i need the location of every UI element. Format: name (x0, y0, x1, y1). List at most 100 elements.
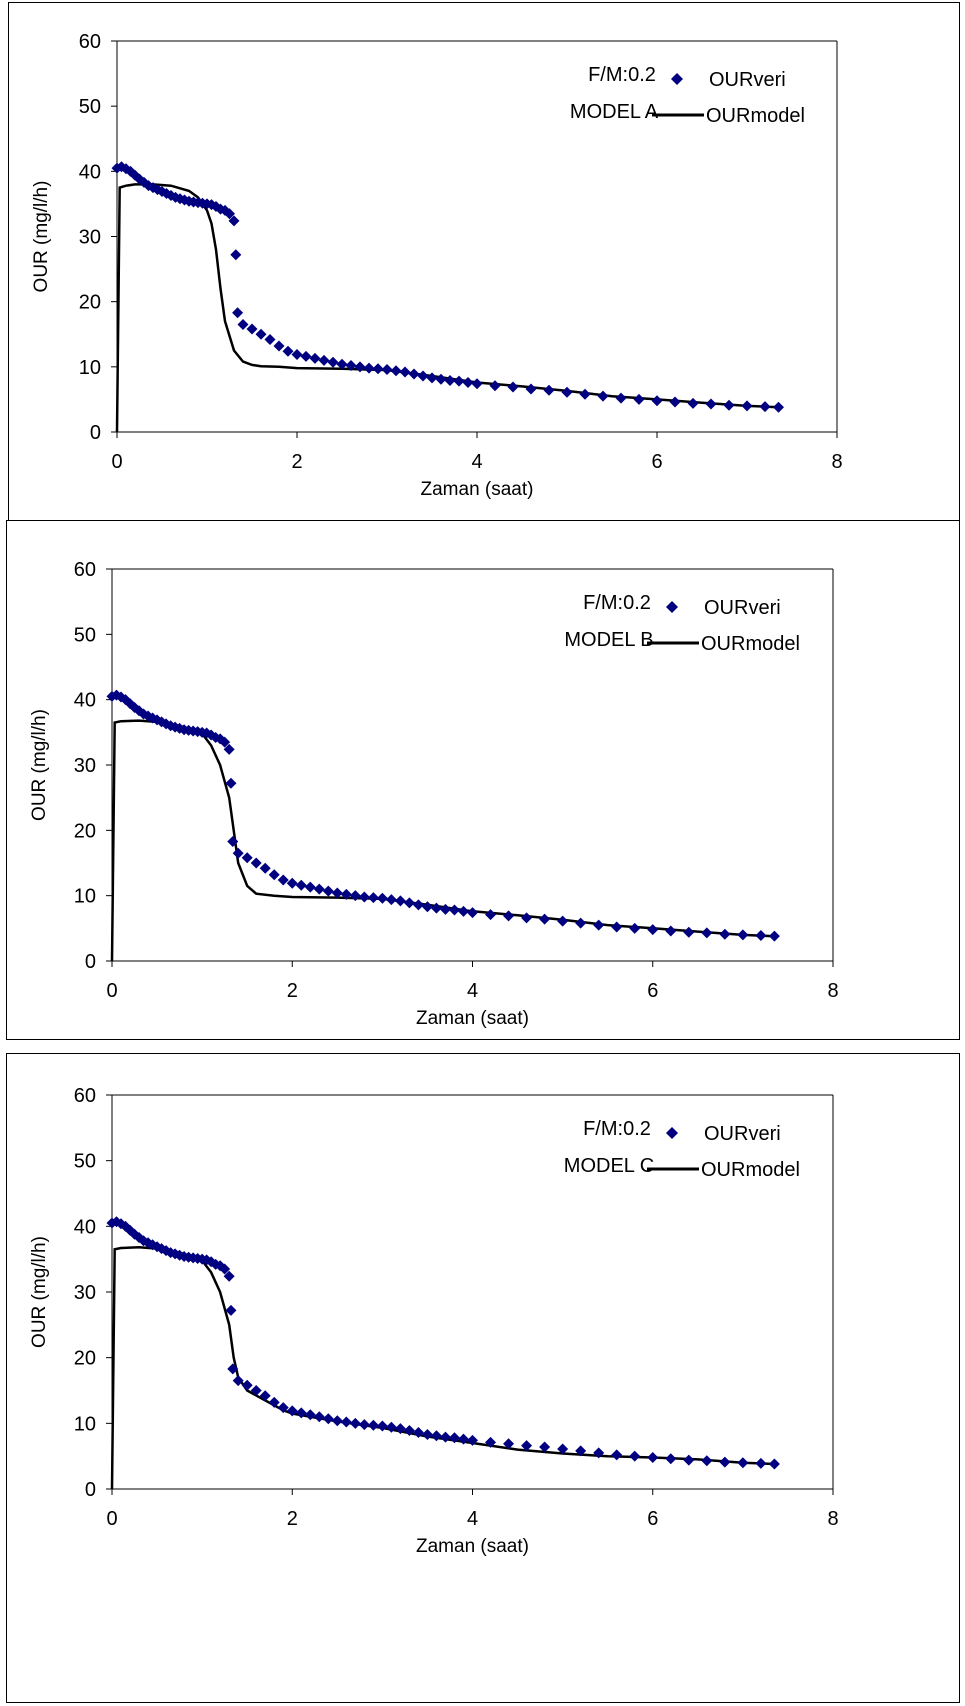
data-point (295, 879, 307, 891)
data-point (439, 1431, 451, 1443)
data-point (120, 694, 132, 706)
data-point (291, 348, 303, 360)
data-point (647, 1451, 659, 1463)
model-line-series (115, 183, 779, 433)
data-point (457, 1433, 469, 1445)
legend-label-data: OURveri (704, 597, 781, 619)
data-point (232, 307, 244, 319)
data-point (439, 903, 451, 915)
data-point (286, 877, 298, 889)
x-tick-label: 4 (471, 451, 482, 473)
data-point (385, 1421, 397, 1433)
y-axis-title: OUR (mg/l/h) (31, 181, 52, 293)
y-tick-label: 60 (74, 559, 96, 581)
data-point (539, 913, 551, 925)
chart-svg-model-c: 0 10 20 30 40 50 60 0 2 4 6 8 Zaman (saat) OUR (mg/l/… (29, 1085, 839, 1557)
data-point (485, 1436, 497, 1448)
data-point (737, 929, 749, 941)
data-point (597, 390, 609, 402)
y-axis-title: OUR (mg/l/h) (29, 1236, 50, 1348)
y-tick-label: 20 (74, 820, 96, 842)
chart-panel-model-b: 0 10 20 30 40 50 60 0 2 4 6 8 Zaman (saat) OUR (mg/l/… (6, 520, 960, 1040)
data-point (358, 891, 370, 903)
data-point (237, 318, 249, 330)
data-point (412, 1427, 424, 1439)
x-tick-label: 0 (106, 980, 117, 1002)
data-point (467, 907, 478, 919)
data-point (363, 362, 375, 374)
y-tick-label: 60 (79, 31, 101, 53)
data-point (579, 388, 591, 400)
data-point (561, 386, 573, 398)
data-point (225, 777, 237, 789)
x-tick-label: 8 (831, 451, 842, 473)
data-point (372, 363, 384, 375)
data-point (399, 366, 411, 378)
data-point (417, 370, 429, 382)
data-point (227, 835, 239, 847)
data-point (340, 888, 352, 900)
chart-svg-model-b: 0 10 20 30 40 50 60 0 2 4 6 8 Zaman (saat) OUR (mg/l/… (29, 559, 839, 1029)
data-point (665, 925, 677, 937)
data-point (719, 928, 731, 940)
annotation-model: MODEL B (564, 629, 653, 651)
data-point (367, 892, 379, 904)
x-axis-title: Zaman (saat) (421, 479, 534, 500)
data-point (701, 927, 713, 939)
data-point (255, 328, 267, 340)
data-point (268, 869, 280, 881)
data-point (385, 894, 397, 906)
data-point (224, 208, 235, 220)
data-point (755, 1457, 767, 1469)
model-line-series (110, 1246, 775, 1490)
y-tick-label: 0 (85, 1479, 96, 1501)
annotation-model: MODEL A (570, 101, 659, 123)
data-point (457, 905, 469, 917)
data-point (318, 354, 330, 366)
data-point (633, 393, 645, 405)
y-tick-label: 40 (74, 1216, 96, 1238)
data-point (521, 912, 533, 924)
data-point (309, 352, 321, 364)
data-point (394, 895, 406, 907)
legend-label-model: OURmodel (706, 105, 805, 127)
data-point (485, 909, 497, 921)
data-point (304, 881, 316, 893)
data-point (219, 736, 231, 748)
data-point (557, 915, 569, 927)
data-point (111, 1216, 123, 1228)
data-point (259, 862, 271, 874)
data-point (313, 1411, 325, 1423)
chart-panel-model-c: 0 10 20 30 40 50 60 0 2 4 6 8 Zaman (saat) OUR (mg/l/… (6, 1053, 960, 1703)
data-point (525, 383, 537, 395)
data-point (349, 890, 361, 902)
data-point (448, 1432, 460, 1444)
data-point (210, 1258, 222, 1270)
annotation-fm: F/M:0.2 (583, 1118, 651, 1140)
legend-diamond-icon (671, 73, 683, 85)
x-tick-label: 0 (111, 451, 122, 473)
data-point (741, 400, 753, 412)
data-point (435, 373, 447, 385)
x-tick-label: 4 (467, 1508, 478, 1530)
annotation-model: MODEL C (564, 1155, 654, 1177)
data-point (273, 340, 285, 352)
data-point (345, 360, 357, 372)
data-point (543, 384, 555, 396)
annotation-fm: F/M:0.2 (588, 64, 656, 86)
data-point (705, 398, 717, 410)
y-tick-label: 30 (79, 227, 101, 249)
data-point (719, 1456, 731, 1468)
data-point (629, 922, 641, 934)
data-point (683, 1454, 695, 1466)
x-axis-title: Zaman (saat) (416, 1536, 529, 1557)
data-point (322, 885, 334, 897)
data-point (376, 1420, 388, 1432)
data-point (737, 1457, 749, 1469)
x-tick-label: 2 (287, 1508, 298, 1530)
data-point (768, 1458, 780, 1470)
data-point (300, 350, 312, 362)
data-point (358, 1419, 370, 1431)
data-point (313, 883, 325, 895)
model-line-series (110, 719, 775, 962)
